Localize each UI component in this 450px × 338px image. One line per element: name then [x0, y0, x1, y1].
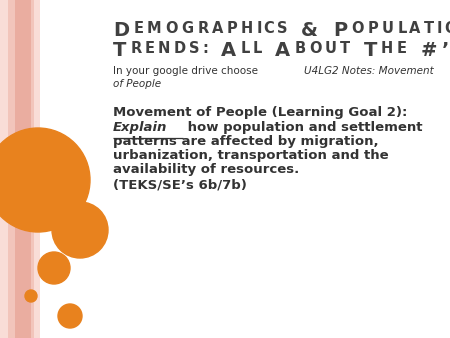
- Text: ’: ’: [441, 41, 449, 60]
- Text: D: D: [174, 41, 186, 56]
- Text: O: O: [351, 21, 364, 36]
- Text: E: E: [397, 41, 407, 56]
- Text: I: I: [256, 21, 262, 36]
- Bar: [0, 0, 40, 338]
- Text: D: D: [113, 21, 129, 40]
- Text: R: R: [130, 41, 141, 56]
- Text: In your google drive choose: In your google drive choose: [113, 66, 261, 76]
- Text: U: U: [325, 41, 337, 56]
- Text: B: B: [294, 41, 306, 56]
- Text: H: H: [381, 41, 393, 56]
- Text: O: O: [166, 21, 178, 36]
- Text: P: P: [333, 21, 347, 40]
- Text: U: U: [382, 21, 394, 36]
- Text: A: A: [212, 21, 223, 36]
- Bar: [15, 0, 31, 338]
- Text: L: L: [240, 41, 250, 56]
- Text: L: L: [252, 41, 262, 56]
- Circle shape: [25, 290, 37, 302]
- Circle shape: [58, 304, 82, 328]
- Bar: [8, 0, 34, 338]
- Text: T: T: [340, 41, 351, 56]
- Text: A: A: [275, 41, 290, 60]
- Text: U4LG2 Notes: Movement: U4LG2 Notes: Movement: [304, 66, 434, 76]
- Text: S: S: [277, 21, 288, 36]
- Circle shape: [38, 252, 70, 284]
- Text: how population and settlement: how population and settlement: [183, 121, 423, 134]
- Text: (TEKS/SE’s 6b/7b): (TEKS/SE’s 6b/7b): [113, 179, 247, 192]
- Text: Movement of People (Learning Goal 2):: Movement of People (Learning Goal 2):: [113, 106, 407, 119]
- Text: T: T: [113, 41, 126, 60]
- Text: P: P: [368, 21, 378, 36]
- Text: E: E: [134, 21, 144, 36]
- Text: H: H: [240, 21, 252, 36]
- Text: E: E: [145, 41, 155, 56]
- Text: #: #: [420, 41, 436, 60]
- Text: :: :: [203, 41, 209, 56]
- Text: O: O: [444, 21, 450, 36]
- Text: T: T: [424, 21, 434, 36]
- Text: urbanization, transportation and the: urbanization, transportation and the: [113, 149, 389, 162]
- Text: L: L: [397, 21, 406, 36]
- Text: A: A: [221, 41, 236, 60]
- Text: A: A: [409, 21, 421, 36]
- Text: availability of resources.: availability of resources.: [113, 163, 299, 176]
- Text: R: R: [198, 21, 209, 36]
- Text: P: P: [226, 21, 237, 36]
- Text: M: M: [147, 21, 162, 36]
- Text: of People: of People: [113, 79, 161, 89]
- Text: C: C: [263, 21, 274, 36]
- Text: I: I: [437, 21, 442, 36]
- Text: patterns are affected by migration,: patterns are affected by migration,: [113, 135, 378, 148]
- Circle shape: [52, 202, 108, 258]
- Text: T: T: [364, 41, 377, 60]
- Text: N: N: [158, 41, 170, 56]
- Circle shape: [0, 128, 90, 232]
- Text: Explain: Explain: [113, 121, 167, 134]
- Text: S: S: [189, 41, 200, 56]
- Text: G: G: [182, 21, 194, 36]
- Text: O: O: [309, 41, 321, 56]
- Text: &: &: [301, 21, 318, 40]
